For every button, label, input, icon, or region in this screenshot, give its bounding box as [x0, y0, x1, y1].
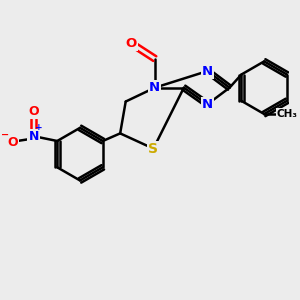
Text: O: O [7, 136, 18, 149]
Text: O: O [126, 37, 137, 50]
Text: +: + [35, 124, 43, 133]
Text: N: N [202, 64, 213, 78]
Text: N: N [149, 81, 160, 94]
Text: N: N [28, 130, 39, 143]
Text: −: − [1, 130, 9, 140]
Text: O: O [28, 105, 39, 118]
Text: N: N [202, 98, 213, 111]
Text: CH₃: CH₃ [277, 109, 298, 119]
Text: S: S [148, 142, 158, 156]
